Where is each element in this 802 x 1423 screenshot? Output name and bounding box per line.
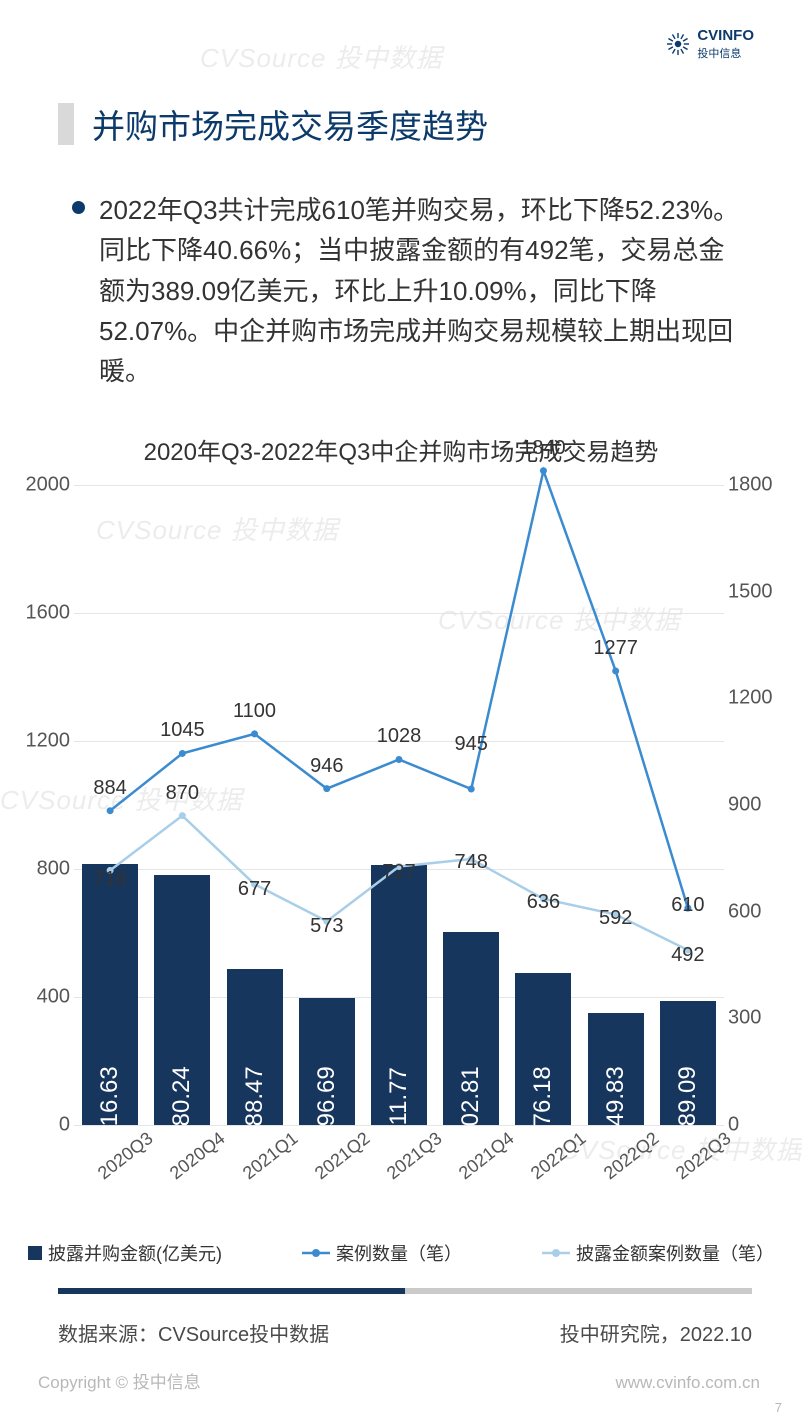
point-value-label: 573 [310, 915, 343, 938]
point-value-label: 716 [93, 869, 126, 892]
legend-label: 披露金额案例数量（笔） [576, 1240, 774, 1266]
y-axis-right: 0300600900120015001800 [728, 485, 788, 1125]
title-accent-bar [58, 103, 74, 145]
legend-item: 案例数量（笔） [302, 1240, 462, 1266]
x-axis-label: 2022Q3 [672, 1133, 729, 1184]
summary-bullet: 2022年Q3共计完成610笔并购交易，环比下降52.23%。同比下降40.66… [72, 190, 746, 391]
ytick-right: 600 [728, 900, 761, 923]
point-value-label: 1840 [521, 437, 566, 460]
data-source: 数据来源：CVSource投中数据 [58, 1318, 329, 1347]
point-value-label: 492 [671, 944, 704, 967]
legend-label: 披露并购金额(亿美元) [48, 1240, 222, 1266]
x-axis-label: 2022Q1 [527, 1133, 584, 1184]
ytick-left: 800 [37, 858, 70, 881]
point-value-label: 946 [310, 755, 343, 778]
x-axis-label: 2022Q2 [600, 1133, 657, 1184]
point-value-label: 870 [166, 782, 199, 805]
series-marker [540, 467, 547, 474]
point-value-label: 636 [527, 891, 560, 914]
page-number: 7 [775, 1400, 782, 1415]
series-marker [612, 667, 619, 674]
series-marker [396, 756, 403, 763]
point-value-label: 1100 [233, 700, 276, 723]
ytick-right: 0 [728, 1114, 739, 1137]
series-marker [179, 812, 186, 819]
report-org-date: 投中研究院，2022.10 [560, 1318, 752, 1347]
legend-item: 披露并购金额(亿美元) [28, 1240, 222, 1266]
copyright: Copyright © 投中信息 [38, 1368, 201, 1393]
section-title: 并购市场完成交易季度趋势 [92, 100, 488, 148]
logo-brand: CVINFO [697, 28, 754, 45]
point-value-label: 677 [238, 878, 271, 901]
point-value-label: 945 [455, 733, 488, 756]
cvinfo-logo-icon [665, 31, 691, 57]
brand-logo: CVINFO 投中信息 [665, 28, 754, 61]
x-axis-labels: 2020Q32020Q42021Q12021Q22021Q32021Q42022… [74, 1133, 724, 1154]
ytick-right: 1500 [728, 580, 773, 603]
section-title-block: 并购市场完成交易季度趋势 [58, 100, 488, 148]
chart-legend: 披露并购金额(亿美元) 案例数量（笔） 披露金额案例数量（笔） [28, 1240, 774, 1266]
ytick-left: 1600 [26, 602, 71, 625]
x-axis-label: 2020Q3 [94, 1133, 151, 1184]
ytick-left: 0 [59, 1114, 70, 1137]
combo-chart: 0400800120016002000 03006009001200150018… [0, 485, 802, 1185]
ytick-right: 900 [728, 794, 761, 817]
legend-swatch-bar [28, 1246, 42, 1260]
series-marker [323, 785, 330, 792]
point-value-label: 610 [671, 894, 704, 917]
ytick-left: 2000 [26, 474, 71, 497]
bullet-dot-icon [72, 201, 85, 214]
legend-swatch-line [302, 1246, 330, 1260]
point-value-label: 1028 [377, 726, 422, 749]
legend-swatch-line [542, 1246, 570, 1260]
point-value-label: 884 [93, 777, 126, 800]
watermark: CVSource 投中数据 [200, 38, 443, 75]
series-marker [251, 730, 258, 737]
ytick-right: 300 [728, 1007, 761, 1030]
lines-layer [74, 485, 724, 1125]
series-marker [179, 750, 186, 757]
legend-item: 披露金额案例数量（笔） [542, 1240, 774, 1266]
page-progress-fill [58, 1288, 405, 1294]
point-value-label: 727 [382, 861, 415, 884]
source-row: 数据来源：CVSource投中数据 投中研究院，2022.10 [58, 1318, 752, 1347]
series-marker [468, 786, 475, 793]
ytick-right: 1800 [728, 474, 773, 497]
y-axis-left: 0400800120016002000 [10, 485, 70, 1125]
x-axis-label: 2020Q4 [166, 1133, 223, 1184]
series-marker [107, 807, 114, 814]
x-axis-label: 2021Q3 [383, 1133, 440, 1184]
ytick-left: 1200 [26, 730, 71, 753]
legend-label: 案例数量（笔） [336, 1240, 462, 1266]
footer-url: www.cvinfo.com.cn [615, 1373, 760, 1393]
ytick-right: 1200 [728, 687, 773, 710]
logo-sub: 投中信息 [697, 45, 754, 61]
summary-text: 2022年Q3共计完成610笔并购交易，环比下降52.23%。同比下降40.66… [99, 190, 746, 391]
x-axis-label: 2021Q2 [311, 1133, 368, 1184]
point-value-label: 592 [599, 907, 632, 930]
point-value-label: 1045 [160, 720, 205, 743]
x-axis-label: 2021Q4 [455, 1133, 512, 1184]
series-line [110, 471, 688, 908]
ytick-left: 400 [37, 986, 70, 1009]
point-value-label: 1277 [593, 637, 638, 660]
plot-area: 816.63780.24488.47396.69811.77602.81476.… [74, 485, 724, 1125]
page-progress-track [58, 1288, 752, 1294]
x-axis-label: 2021Q1 [238, 1133, 295, 1184]
point-value-label: 748 [455, 851, 488, 874]
chart-title: 2020年Q3-2022年Q3中企并购市场完成交易趋势 [0, 432, 802, 467]
